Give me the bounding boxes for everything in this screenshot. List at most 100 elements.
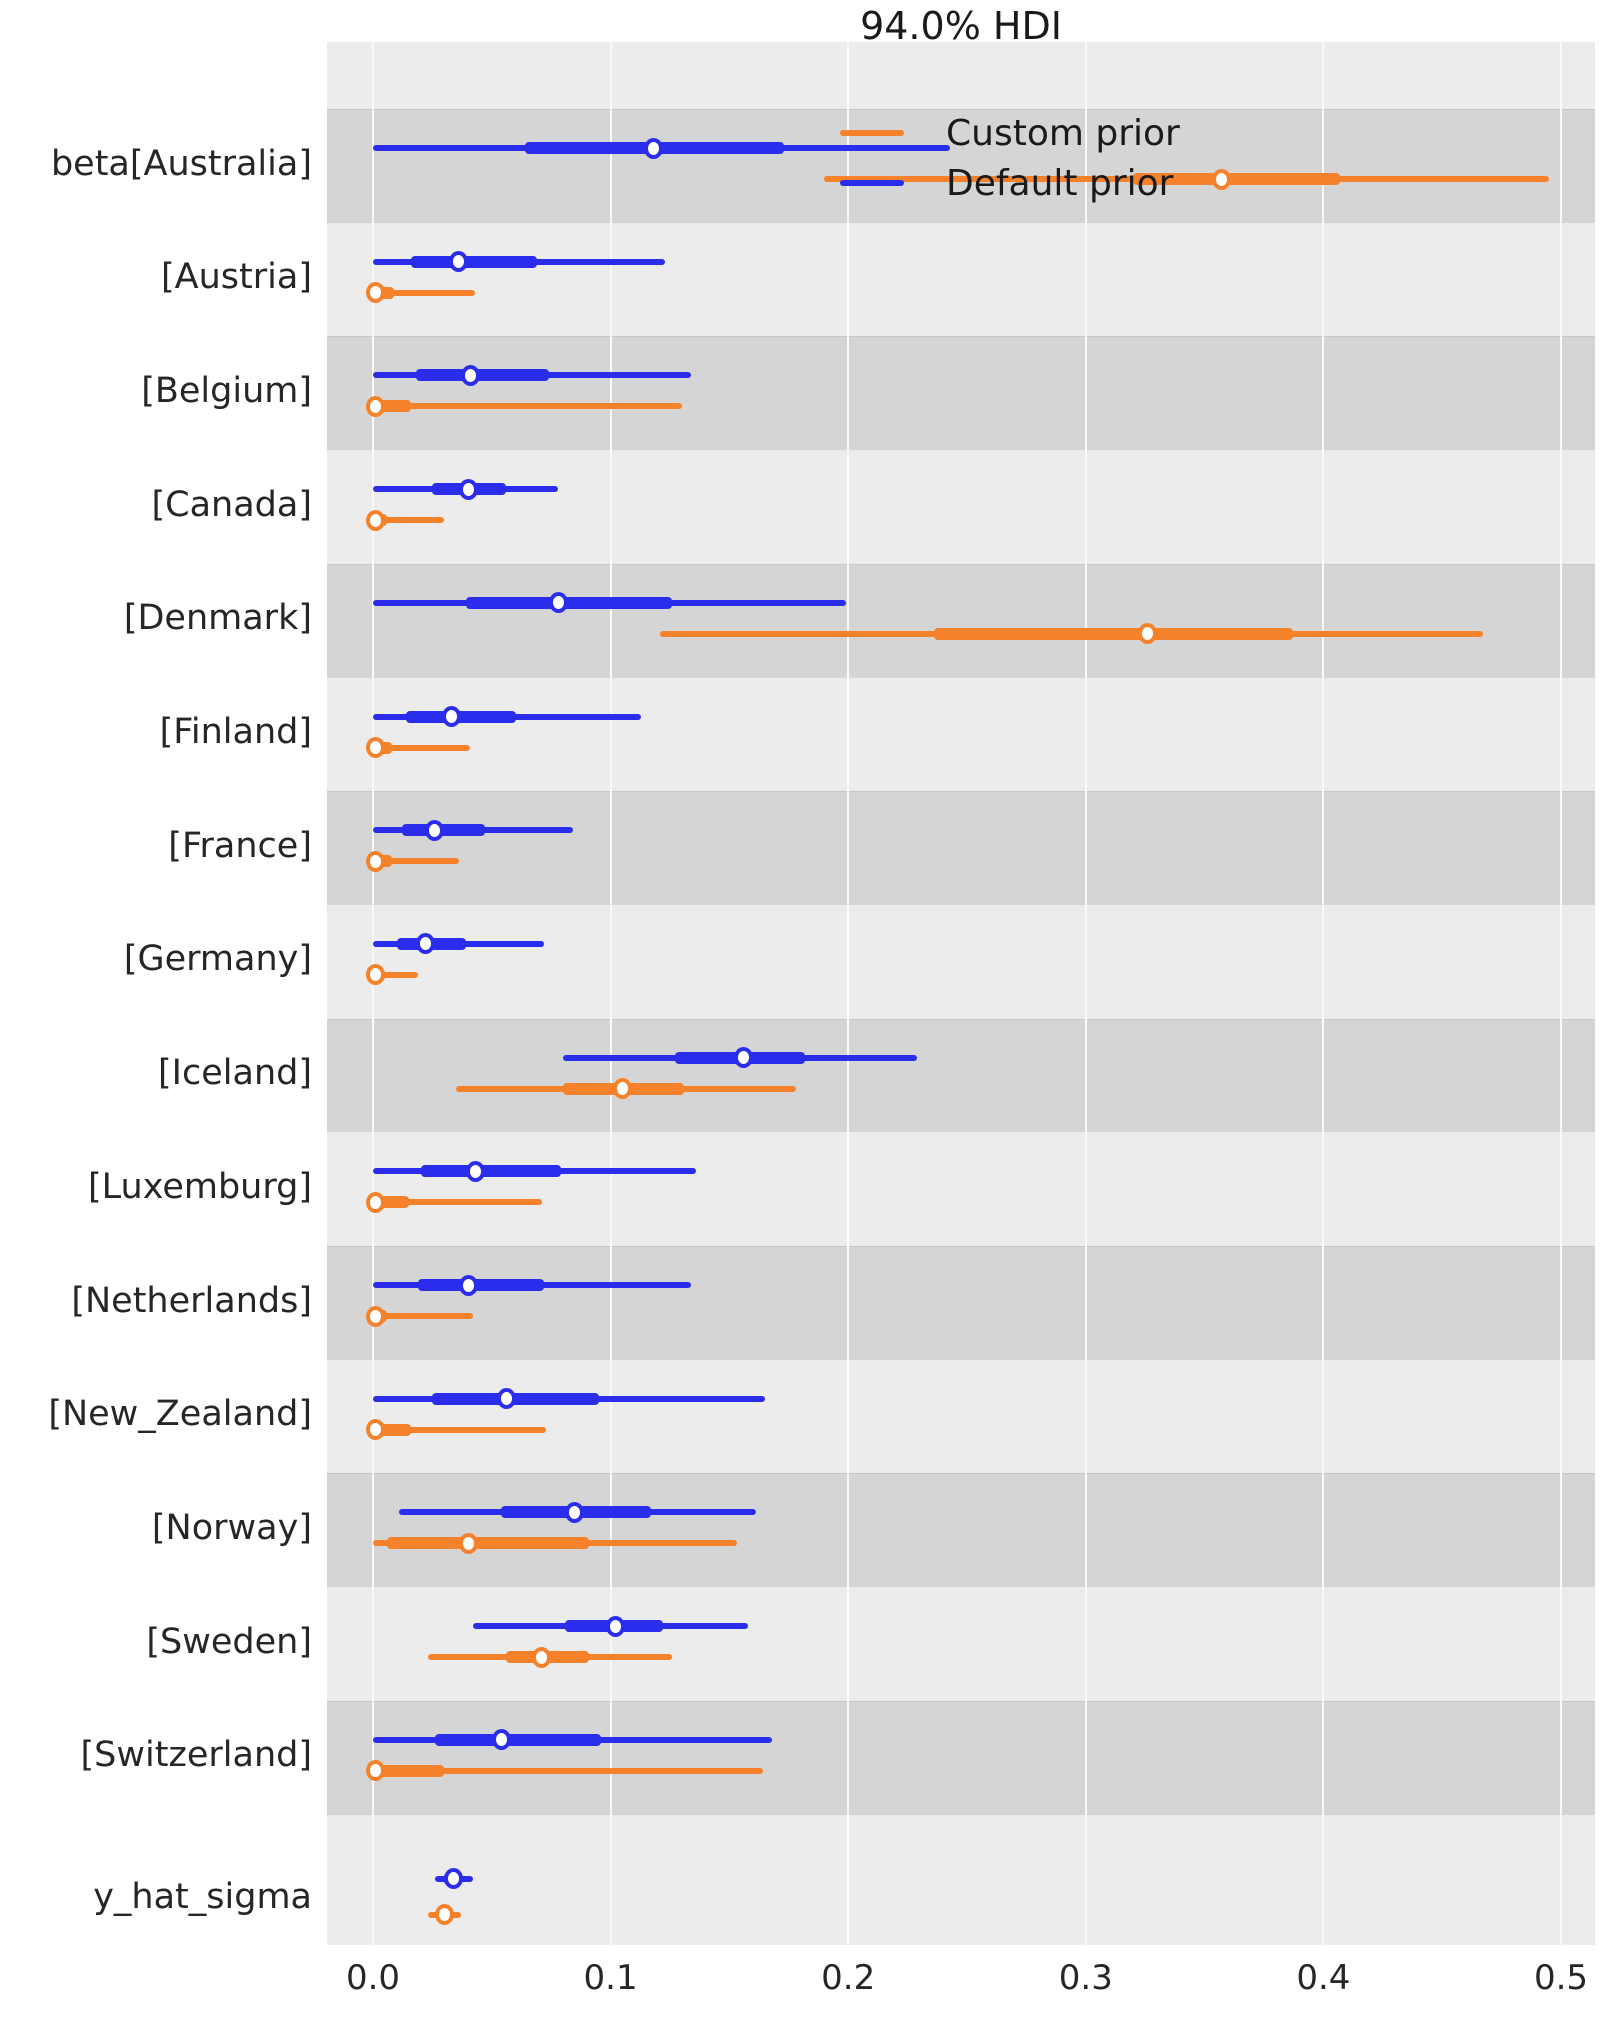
gridline [847, 42, 850, 1945]
row-label: [Germany] [123, 939, 312, 980]
median-marker [365, 1191, 385, 1213]
hdi-thin-line [373, 858, 459, 865]
x-tick-label: 0.4 [1296, 1958, 1351, 1998]
hdi-thick-band [373, 1764, 445, 1777]
row-band [327, 222, 1595, 337]
row-label: [Belgium] [141, 370, 312, 411]
median-marker [491, 1729, 511, 1751]
row-label: [Denmark] [123, 598, 312, 639]
gridline [1560, 42, 1562, 1945]
median-marker [444, 1868, 464, 1889]
hdi-thick-band [415, 369, 549, 382]
x-tick-label: 0.5 [1533, 1958, 1589, 1998]
row-band [327, 563, 1595, 680]
median-marker [365, 509, 385, 531]
legend-item-custom-prior: Custom prior [840, 108, 1180, 158]
x-tick-label: 0.2 [821, 1958, 876, 1998]
x-tick-label: 0.1 [583, 1958, 638, 1998]
median-marker [465, 1160, 485, 1182]
custom-prior-swatch-icon [840, 130, 904, 136]
x-tick-label: 0.0 [345, 1958, 401, 1998]
hdi-thin-line [373, 1199, 542, 1206]
row-band [327, 1700, 1595, 1817]
median-marker [643, 137, 663, 159]
median-marker [458, 478, 478, 500]
row-label: [France] [168, 825, 312, 866]
row-label: [Netherlands] [71, 1280, 312, 1321]
row-band [327, 1587, 1595, 1701]
median-marker [532, 1646, 552, 1668]
hdi-thin-line [373, 971, 419, 978]
gridline [609, 42, 612, 1945]
legend-item-default-prior: Default prior [840, 158, 1180, 208]
row-band [327, 1473, 1595, 1590]
median-marker [460, 364, 480, 386]
median-marker [458, 1274, 478, 1296]
hdi-thin-line [373, 517, 445, 524]
median-marker [565, 1501, 585, 1523]
row-band [327, 109, 1595, 225]
median-marker [365, 1760, 385, 1782]
row-label: beta[Australia] [50, 143, 312, 184]
median-marker [365, 1419, 385, 1441]
hdi-thin-line [373, 289, 476, 296]
row-label: [Norway] [151, 1507, 312, 1548]
median-marker [605, 1615, 625, 1637]
row-band [327, 904, 1595, 1019]
hdi-thick-band [1133, 173, 1341, 185]
hdi-thin-line [373, 744, 471, 751]
hdi-thick-band [933, 627, 1293, 640]
hdi-thick-band [420, 1165, 561, 1178]
row-band [327, 336, 1595, 453]
hdi-thin-line [373, 403, 682, 410]
gridline [1084, 42, 1087, 1945]
hdi-thick-band [434, 1733, 602, 1746]
median-marker [415, 933, 435, 955]
median-marker [365, 282, 385, 304]
gridline [372, 42, 374, 1945]
median-marker [1211, 168, 1231, 190]
row-label: [Canada] [151, 484, 313, 525]
legend: Custom prior Default prior [840, 108, 1180, 208]
median-marker [425, 819, 445, 841]
legend-label-custom-prior: Custom prior [946, 112, 1180, 154]
median-marker [434, 1904, 454, 1925]
figure-title: 94.0% HDI [860, 4, 1062, 48]
default-prior-swatch-icon [840, 180, 904, 186]
plot-area [327, 42, 1595, 1945]
median-marker [365, 850, 385, 872]
hdi-thin-line [373, 1767, 763, 1774]
median-marker [441, 706, 461, 727]
row-label: [Sweden] [146, 1621, 312, 1662]
median-marker [365, 395, 385, 417]
row-label: [Iceland] [158, 1053, 312, 1094]
row-label: [Austria] [161, 257, 312, 298]
median-marker [365, 964, 385, 986]
hdi-thick-band [411, 255, 537, 268]
row-band [327, 1359, 1595, 1474]
row-label: [Switzerland] [80, 1735, 312, 1776]
median-marker [1138, 623, 1158, 645]
median-marker [496, 1388, 516, 1410]
row-label: y_hat_sigma [93, 1876, 312, 1917]
row-label: [Finland] [159, 712, 312, 752]
median-marker [365, 737, 385, 758]
row-label: [New_Zealand] [48, 1394, 312, 1435]
row-band [327, 1018, 1595, 1135]
row-band [327, 450, 1595, 564]
hdi-thin-line [373, 1426, 547, 1433]
hdi-thick-band [465, 596, 673, 609]
median-marker [734, 1047, 754, 1069]
median-marker [548, 592, 568, 614]
row-band [327, 677, 1595, 792]
row-band [327, 791, 1595, 907]
median-marker [449, 251, 469, 273]
row-band [327, 1132, 1595, 1246]
row-band [327, 1246, 1595, 1362]
gridline [1322, 42, 1325, 1945]
hdi-thick-band [432, 1392, 599, 1405]
hdi-thick-band [418, 1279, 545, 1291]
row-band [327, 1814, 1595, 1945]
median-marker [458, 1532, 478, 1554]
